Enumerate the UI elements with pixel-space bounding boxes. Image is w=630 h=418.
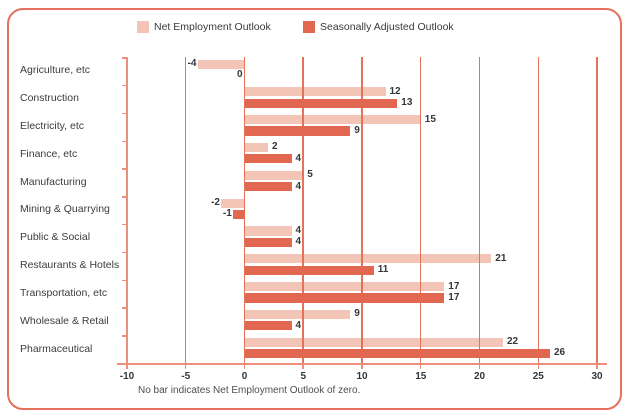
legend-swatch-net-outlook <box>137 21 149 33</box>
category-tick <box>121 57 127 59</box>
x-tick-label: 25 <box>532 371 544 382</box>
category-label: Restaurants & Hotels <box>20 259 120 271</box>
category-label: Transportation, etc <box>20 286 108 299</box>
bar-seasonally-adjusted <box>244 237 292 247</box>
bar-net-outlook <box>244 309 351 320</box>
bar-value-label: -4 <box>187 57 197 69</box>
x-axis-tick <box>419 363 422 369</box>
category-label: Electricity, etc <box>20 119 84 132</box>
category-label: Manufacturing <box>20 175 87 188</box>
category-label: Agriculture, etc <box>20 64 91 77</box>
category-tick <box>121 223 127 226</box>
bar-value-label: 4 <box>295 224 302 236</box>
x-axis-tick <box>184 363 187 369</box>
bar-net-outlook <box>244 282 445 292</box>
category-tick <box>121 112 127 115</box>
bar-seasonally-adjusted <box>244 293 445 303</box>
bar-value-label: 2 <box>272 141 278 153</box>
category-tick <box>121 84 127 87</box>
category-tick <box>121 279 127 282</box>
grid-line <box>361 57 363 363</box>
bar-value-label: 11 <box>377 263 389 275</box>
bar-net-outlook <box>244 254 492 264</box>
x-tick-label: 5 <box>300 371 307 382</box>
x-axis-tick <box>243 363 246 369</box>
bar-value-label: 4 <box>295 319 302 331</box>
category-tick <box>121 307 127 309</box>
category-label: Mining & Quarrying <box>20 203 110 216</box>
bar-value-label: 4 <box>295 236 302 248</box>
bar-value-label: 26 <box>554 347 566 359</box>
category-label: Pharmaceutical <box>20 342 93 355</box>
x-tick-label: 0 <box>241 371 248 382</box>
bar-net-outlook <box>244 143 268 153</box>
x-axis-tick <box>478 363 481 369</box>
category-tick <box>121 140 127 143</box>
x-tick-label: 30 <box>591 371 603 382</box>
bar-seasonally-adjusted <box>244 349 550 359</box>
bar-value-label: 5 <box>307 169 313 181</box>
x-axis-tick <box>302 363 304 369</box>
legend-label-seasonally-adjusted: Seasonally Adjusted Outlook <box>320 21 454 33</box>
bar-net-outlook <box>244 87 386 97</box>
bar-seasonally-adjusted <box>244 321 292 331</box>
bar-seasonally-adjusted <box>244 154 292 164</box>
bar-value-label: -1 <box>222 208 232 220</box>
bar-value-label: 15 <box>424 113 436 125</box>
x-axis-tick <box>596 363 598 369</box>
bar-value-label: 4 <box>295 152 302 164</box>
bar-seasonally-adjusted <box>232 209 245 220</box>
x-tick-label: -10 <box>119 371 135 382</box>
x-tick-label: 10 <box>356 371 368 382</box>
grid-line <box>478 57 481 363</box>
bar-seasonally-adjusted <box>244 265 374 275</box>
legend-swatch-seasonally-adjusted <box>303 21 315 33</box>
bar-value-label: -2 <box>211 197 220 208</box>
bar-seasonally-adjusted <box>244 126 351 136</box>
bar-value-label: 17 <box>448 280 460 292</box>
bar-net-outlook <box>244 115 421 125</box>
x-tick-label: 20 <box>473 371 486 382</box>
bar-value-label: 12 <box>389 85 401 97</box>
bar-value-label: 4 <box>295 180 302 192</box>
bar-net-outlook <box>197 59 245 69</box>
bar-value-label: 9 <box>354 124 360 136</box>
grid-line <box>537 57 540 363</box>
grid-line <box>302 57 304 363</box>
bar-net-outlook <box>244 170 304 180</box>
bar-value-label: 17 <box>448 291 460 303</box>
category-tick <box>121 196 127 198</box>
category-tick <box>121 335 127 337</box>
category-label: Construction <box>20 92 79 105</box>
category-tick <box>121 251 127 254</box>
legend-label-net-outlook: Net Employment Outlook <box>154 21 271 33</box>
grid-line <box>419 57 422 363</box>
x-tick-label: -5 <box>181 371 191 382</box>
x-axis-tick <box>126 363 128 369</box>
bar-net-outlook <box>244 226 292 236</box>
bar-value-label: 0 <box>236 69 243 81</box>
legend: Net Employment Outlook Seasonally Adjust… <box>0 20 630 36</box>
bar-net-outlook <box>221 198 245 208</box>
category-tick <box>121 168 127 170</box>
x-tick-label: 15 <box>415 371 427 382</box>
bar-value-label: 21 <box>495 252 507 264</box>
footnote: No bar indicates Net Employment Outlook … <box>138 385 361 396</box>
grid-line <box>126 57 128 363</box>
x-axis-tick <box>361 363 363 369</box>
category-label: Public & Social <box>20 231 91 244</box>
grid-line <box>184 57 187 363</box>
bar-net-outlook <box>244 337 503 347</box>
category-label: Wholesale & Retail <box>20 314 109 327</box>
category-label: Finance, etc <box>20 147 78 160</box>
bar-seasonally-adjusted <box>244 182 292 192</box>
bar-value-label: 13 <box>401 97 413 108</box>
x-axis-tick <box>537 363 540 369</box>
bar-value-label: 9 <box>354 308 360 320</box>
bar-value-label: 22 <box>507 336 519 348</box>
grid-line <box>596 57 598 363</box>
bar-seasonally-adjusted <box>244 98 398 108</box>
